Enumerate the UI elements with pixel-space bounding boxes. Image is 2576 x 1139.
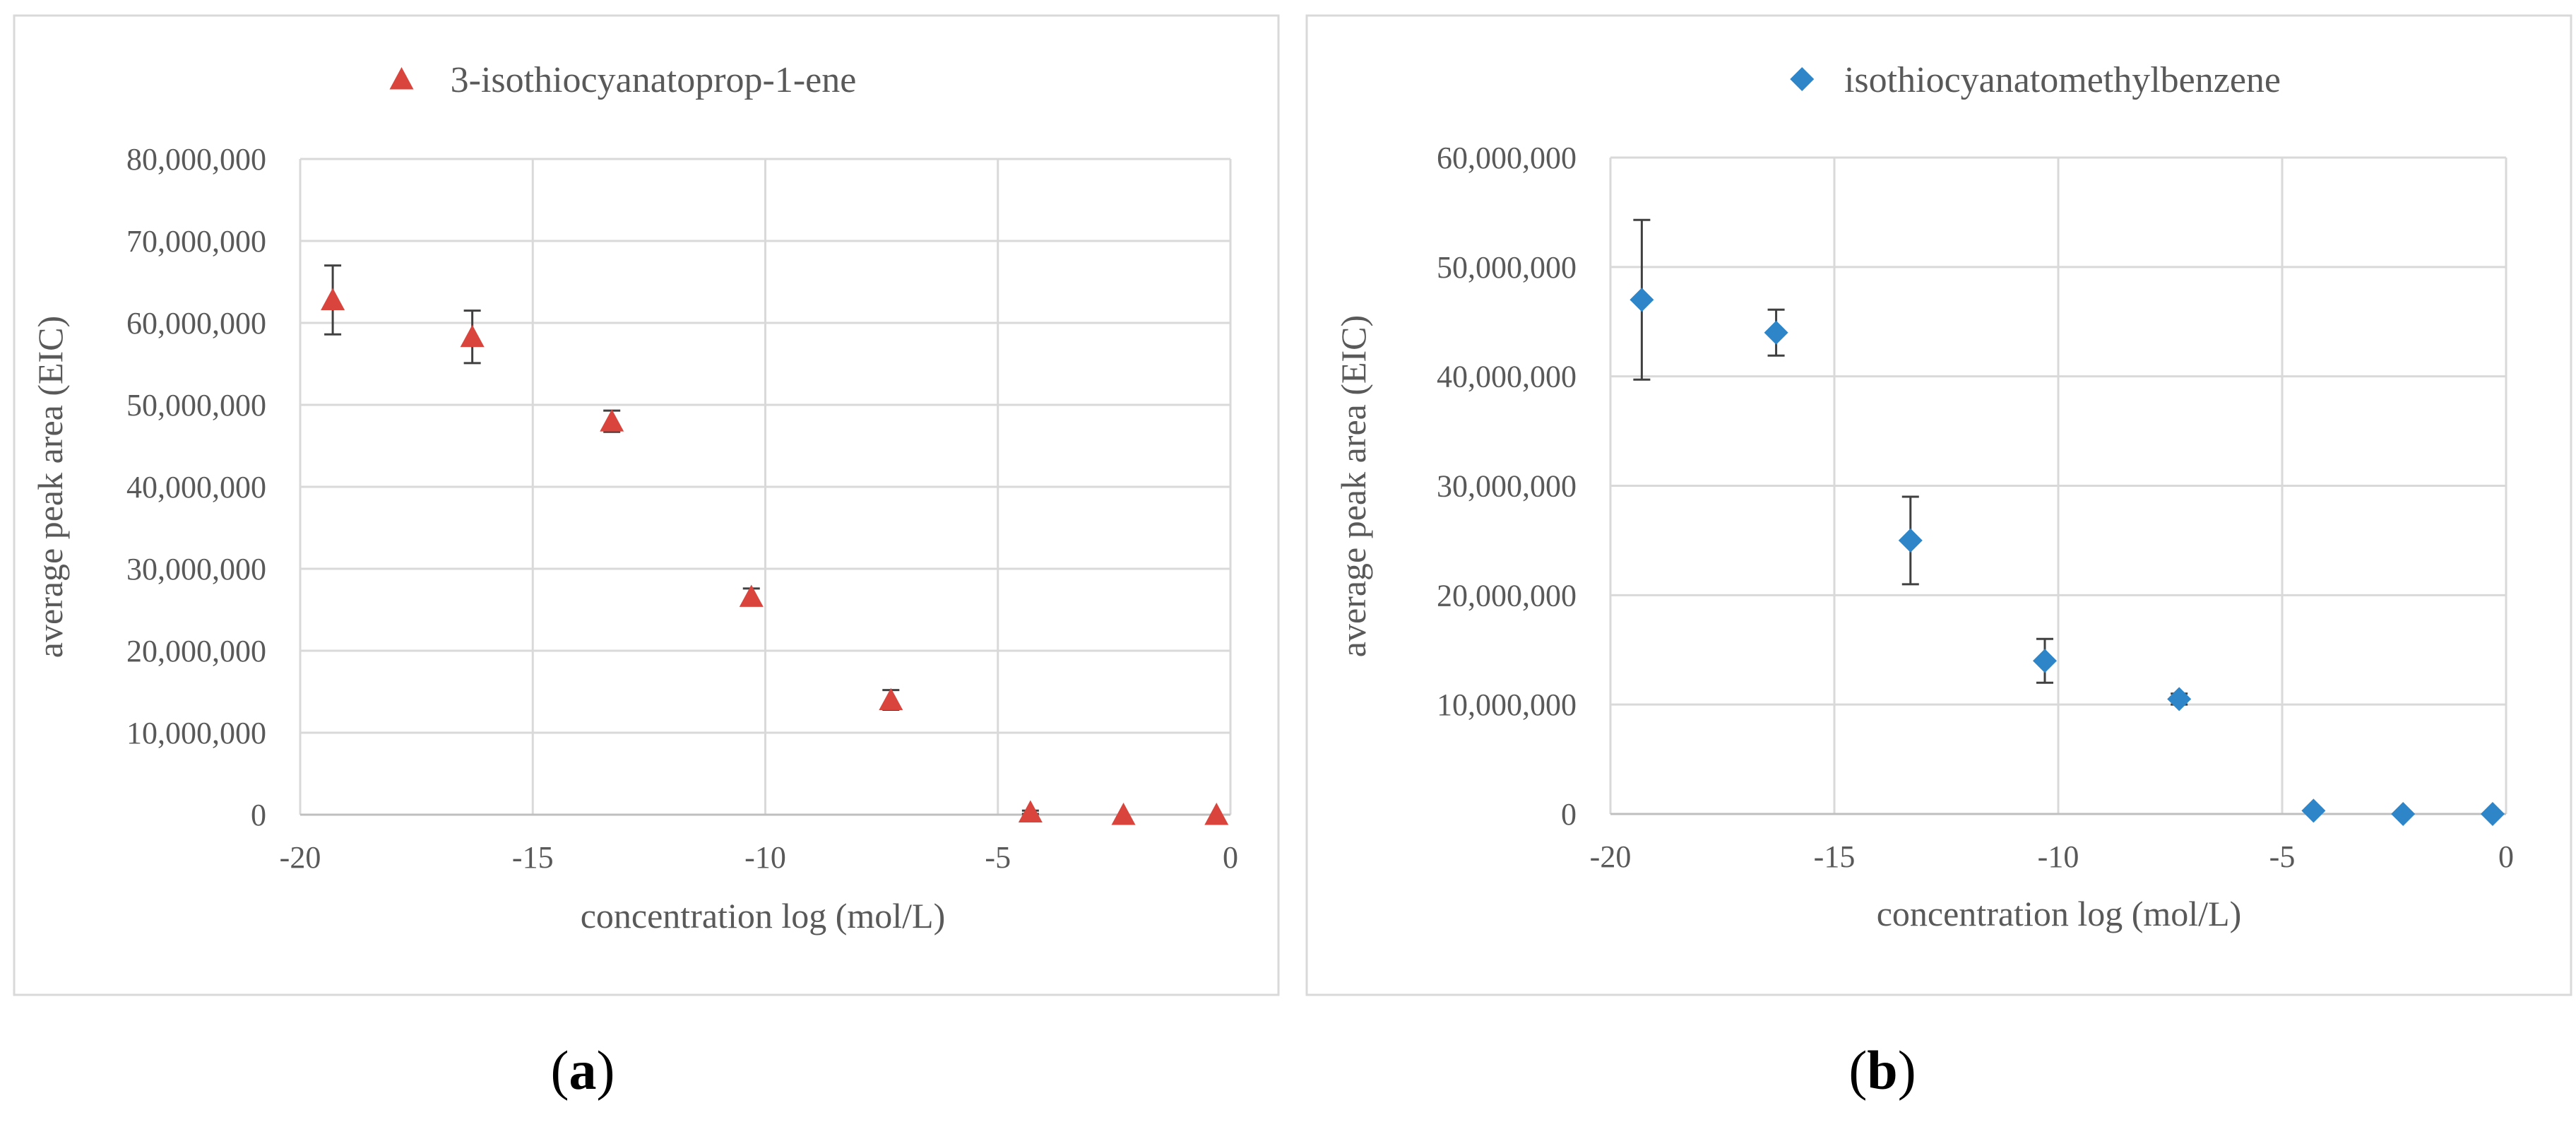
data-point — [2167, 687, 2192, 712]
data-point — [739, 584, 764, 607]
data-point — [1630, 288, 1654, 312]
x-tick-label: -20 — [280, 840, 321, 875]
legend-marker — [389, 67, 414, 90]
chart-a: 0 10,000,000 20,000,000 30,000,000 40,000,00… — [13, 14, 1280, 996]
y-tick-label: 0 — [251, 798, 266, 832]
panel-label-b: (b) — [1848, 1039, 1916, 1101]
y-tick-label: 10,000,000 — [126, 716, 266, 750]
y-tick-label: 50,000,000 — [1437, 250, 1577, 285]
data-point — [1204, 803, 1229, 825]
legend: isothiocyanatomethylbenzene — [1790, 60, 2281, 100]
y-tick-label: 20,000,000 — [126, 634, 266, 668]
y-tick-label: 60,000,000 — [1437, 141, 1577, 175]
x-tick-label: -15 — [512, 840, 554, 875]
x-tick-label: -5 — [985, 840, 1011, 875]
x-tick-label: -10 — [744, 840, 786, 875]
chart-title: 3-isothiocyanatoprop-1-ene — [451, 60, 857, 100]
y-tick-label: 70,000,000 — [126, 224, 266, 259]
chart-b: 0 10,000,000 20,000,000 30,000,000 40,000,00… — [1305, 14, 2572, 996]
x-tick-label: -20 — [1590, 839, 1632, 874]
y-tick-label: 20,000,000 — [1437, 578, 1577, 613]
y-tick-label: 40,000,000 — [126, 470, 266, 504]
legend: 3-isothiocyanatoprop-1-ene — [389, 60, 857, 100]
gridlines — [1609, 156, 2507, 814]
x-tick-label: 0 — [2498, 839, 2514, 874]
chart-frame — [1305, 14, 2572, 996]
y-tick-label: 50,000,000 — [126, 388, 266, 423]
data-series — [321, 264, 1229, 825]
data-point — [2391, 802, 2416, 826]
data-point — [2480, 802, 2505, 826]
data-point — [1111, 803, 1136, 825]
chart-title: isothiocyanatomethylbenzene — [1844, 60, 2281, 100]
x-axis-title: concentration log (mol/L) — [581, 896, 946, 936]
y-axis-title: average peak area (EIC) — [30, 316, 70, 658]
data-point — [2032, 649, 2057, 673]
y-tick-label: 30,000,000 — [1437, 469, 1577, 504]
x-tick-label: -15 — [1814, 839, 1856, 874]
data-point — [1764, 320, 1788, 345]
chart-frame — [13, 14, 1280, 996]
data-point — [2301, 798, 2326, 823]
x-tick-label: -5 — [2269, 839, 2296, 874]
data-series — [1630, 218, 2505, 826]
x-tick-label: -10 — [2038, 839, 2079, 874]
y-tick-label: 0 — [1561, 797, 1577, 832]
y-tick-label: 60,000,000 — [126, 306, 266, 341]
x-axis-title: concentration log (mol/L) — [1877, 894, 2242, 933]
data-point — [879, 687, 903, 711]
data-point — [460, 324, 485, 348]
y-axis-title: average peak area (EIC) — [1334, 315, 1373, 657]
data-point — [321, 288, 345, 310]
data-point — [600, 409, 624, 432]
data-point — [1018, 800, 1043, 822]
panel-label-a: (a) — [550, 1039, 615, 1101]
y-tick-label: 10,000,000 — [1437, 687, 1577, 722]
data-point — [1898, 528, 1923, 553]
y-tick-label: 40,000,000 — [1437, 360, 1577, 394]
legend-marker — [1790, 67, 1815, 91]
y-tick-label: 30,000,000 — [126, 552, 266, 586]
gridlines — [299, 158, 1232, 815]
y-tick-label: 80,000,000 — [126, 142, 266, 177]
x-tick-label: 0 — [1223, 840, 1238, 875]
